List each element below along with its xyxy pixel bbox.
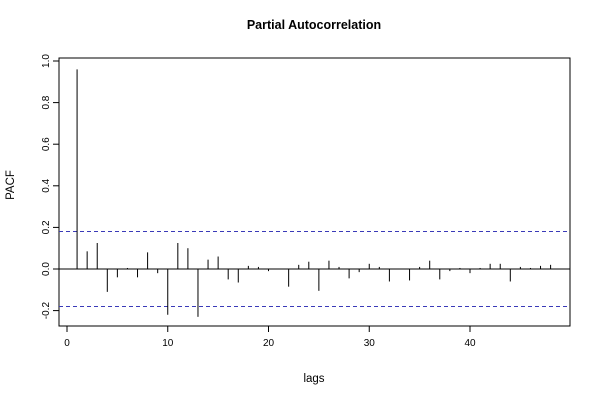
y-axis: -0.2 0.0 0.2 0.4 0.6 0.8 1.0	[41, 54, 59, 320]
y-tick-label: 0.0	[41, 262, 52, 276]
x-tick-label: 10	[162, 338, 174, 349]
y-tick-label: 0.4	[41, 178, 52, 192]
chart-title: Partial Autocorrelation	[247, 18, 381, 32]
y-tick-label: -0.2	[41, 302, 52, 320]
x-tick-label: 30	[364, 338, 376, 349]
y-tick-label: 0.8	[41, 95, 52, 109]
y-tick-label: 0.2	[41, 220, 52, 234]
x-tick-label: 40	[464, 338, 476, 349]
y-tick-label: 0.6	[41, 137, 52, 151]
plot-frame	[58, 57, 571, 327]
confidence-bounds	[59, 231, 570, 307]
x-axis: 0 10 20 30 40	[64, 326, 476, 349]
x-tick-label: 0	[64, 338, 70, 349]
x-tick-label: 20	[263, 338, 275, 349]
x-axis-label: lags	[303, 373, 324, 385]
y-axis-label: PACF	[5, 170, 17, 200]
y-tick-label: 1.0	[41, 54, 52, 68]
pacf-bars	[76, 69, 552, 317]
